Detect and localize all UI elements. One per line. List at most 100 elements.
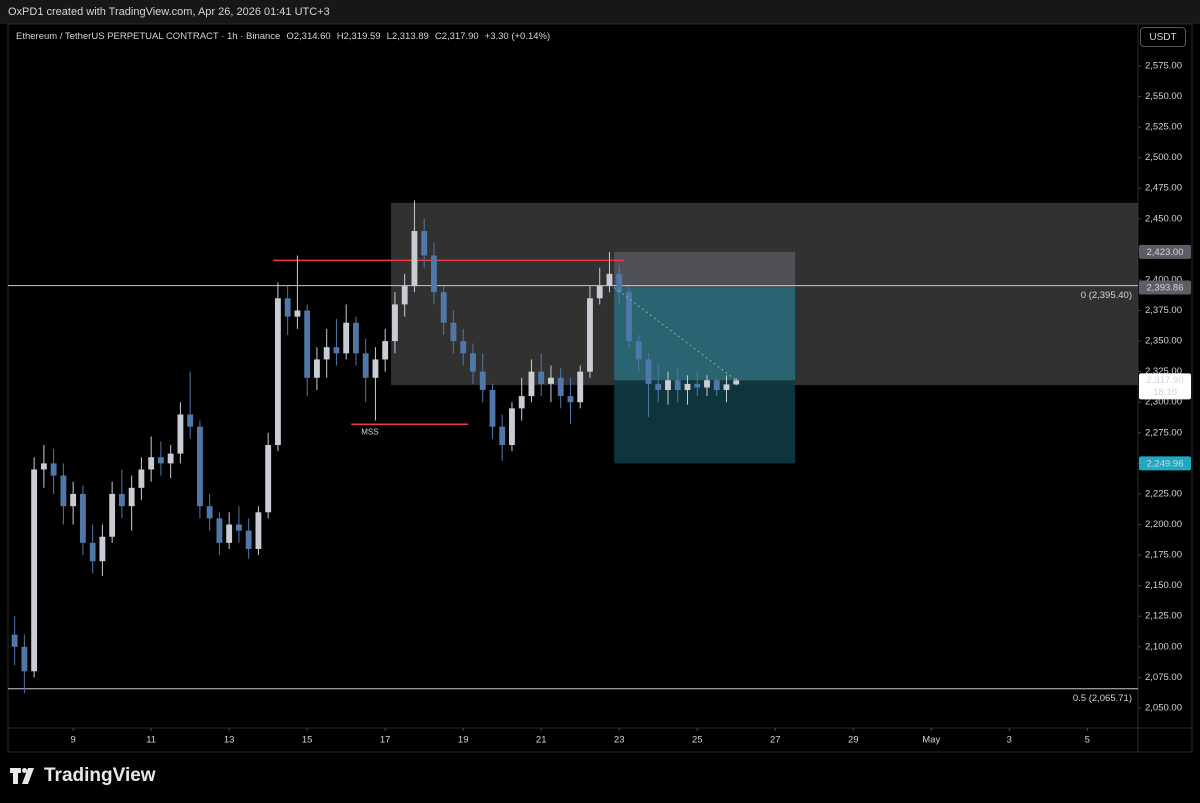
y-tick-label: 2,075.00 bbox=[1145, 672, 1182, 683]
stop-tag: 2,423.00 bbox=[1147, 247, 1184, 258]
candle-body bbox=[177, 414, 184, 454]
logo: TradingView bbox=[10, 765, 156, 787]
candle-body bbox=[518, 396, 525, 409]
candle-body bbox=[206, 506, 213, 519]
candle-body bbox=[655, 383, 662, 391]
x-tick-label: 23 bbox=[614, 735, 625, 746]
candle-body bbox=[333, 347, 340, 354]
candle-body bbox=[323, 347, 330, 360]
candle-body bbox=[665, 380, 671, 391]
target-tag: 2,249.96 bbox=[1147, 458, 1184, 469]
candle-body bbox=[723, 384, 730, 391]
y-tick-label: 2,275.00 bbox=[1145, 427, 1182, 438]
candle-body bbox=[50, 463, 57, 476]
candle-body bbox=[470, 353, 476, 372]
candle-body bbox=[635, 341, 642, 360]
candle-body bbox=[314, 359, 320, 378]
candle-body bbox=[294, 310, 301, 317]
y-tick-label: 2,575.00 bbox=[1145, 60, 1182, 71]
candle-body bbox=[99, 536, 106, 562]
candle-body bbox=[21, 646, 28, 672]
y-tick-label: 2,475.00 bbox=[1145, 183, 1182, 194]
y-tick-label: 2,100.00 bbox=[1145, 641, 1182, 652]
y-tick-label: 2,400.00 bbox=[1145, 274, 1182, 285]
candle-body bbox=[362, 353, 369, 378]
candle-body bbox=[645, 359, 652, 384]
y-tick-label: 2,450.00 bbox=[1145, 213, 1182, 224]
candle-body bbox=[509, 408, 515, 446]
x-tick-label: 9 bbox=[70, 735, 75, 746]
low: L2,313.89 bbox=[386, 31, 429, 42]
y-tick-label: 2,325.00 bbox=[1145, 366, 1182, 377]
y-tick-label: 2,125.00 bbox=[1145, 611, 1182, 622]
candle-body bbox=[401, 286, 408, 305]
candle-body bbox=[557, 377, 564, 397]
candle-body bbox=[392, 304, 398, 342]
candle-body bbox=[304, 310, 311, 378]
open: O2,314.60 bbox=[286, 31, 331, 42]
candle-body bbox=[109, 493, 116, 537]
candle-body bbox=[460, 341, 467, 354]
candle-body bbox=[567, 396, 574, 403]
candle-body bbox=[733, 380, 740, 385]
candle-body bbox=[31, 469, 38, 672]
x-tick-label: 27 bbox=[770, 735, 781, 746]
candle-body bbox=[40, 463, 47, 470]
level-label: MSS bbox=[361, 427, 378, 436]
candle-body bbox=[616, 273, 623, 293]
fib-label: 0.5 (2,065.71) bbox=[1073, 693, 1132, 704]
candle-body bbox=[674, 380, 681, 391]
y-tick-label: 2,150.00 bbox=[1145, 580, 1182, 591]
candle-body bbox=[528, 371, 535, 397]
candle-body bbox=[411, 231, 418, 287]
x-tick-label: 5 bbox=[1085, 735, 1090, 746]
candle-body bbox=[382, 341, 389, 360]
stop-tag-bg bbox=[1139, 244, 1191, 259]
target-tag-bg bbox=[1139, 456, 1191, 471]
candle-body bbox=[421, 231, 428, 256]
candle-body bbox=[431, 255, 437, 293]
candle-body bbox=[694, 383, 701, 388]
candle-body bbox=[596, 286, 603, 299]
y-tick-label: 2,175.00 bbox=[1145, 550, 1182, 561]
y-tick-label: 2,225.00 bbox=[1145, 488, 1182, 499]
entry-tag-bg bbox=[1139, 280, 1191, 295]
candle-body bbox=[157, 457, 164, 464]
fib-label: 0 (2,395.40) bbox=[1081, 290, 1132, 301]
last-price-bg bbox=[1139, 373, 1191, 400]
high: H2,319.59 bbox=[336, 31, 381, 42]
credit: OxPD1 created with TradingView.com, Apr … bbox=[8, 6, 330, 18]
candle-body bbox=[216, 518, 223, 543]
logo-icon bbox=[10, 768, 34, 784]
candle-body bbox=[245, 530, 252, 549]
candle-body bbox=[148, 457, 155, 470]
x-tick-label: 19 bbox=[458, 735, 469, 746]
candle-body bbox=[479, 371, 486, 391]
profit-zone bbox=[614, 380, 796, 464]
x-tick-label: 15 bbox=[302, 735, 313, 746]
candle-body bbox=[577, 371, 584, 403]
candle-body bbox=[60, 475, 67, 507]
candle-body bbox=[118, 493, 125, 507]
candle-body bbox=[538, 371, 545, 384]
candle-body bbox=[489, 390, 496, 427]
currency-button[interactable]: USDT bbox=[1140, 27, 1186, 47]
x-tick-label: May bbox=[922, 735, 940, 746]
legend: Ethereum / TetherUS PERPETUAL CONTRACT ·… bbox=[16, 31, 550, 42]
profit-zone-filled bbox=[614, 287, 796, 381]
candle-body bbox=[353, 322, 359, 354]
candle-body bbox=[89, 542, 96, 562]
position-progress bbox=[613, 287, 737, 381]
candle-body bbox=[196, 426, 203, 507]
candle-body bbox=[548, 377, 554, 384]
y-tick-label: 2,525.00 bbox=[1145, 122, 1182, 133]
credit-bar: OxPD1 created with TradingView.com, Apr … bbox=[0, 0, 1200, 24]
candle-body bbox=[70, 493, 77, 507]
y-tick-label: 2,300.00 bbox=[1145, 397, 1182, 408]
candle-body bbox=[587, 298, 593, 372]
candle-body bbox=[11, 634, 18, 647]
stop-zone bbox=[614, 251, 796, 288]
candle-body bbox=[167, 453, 174, 464]
candle-body bbox=[704, 380, 710, 388]
